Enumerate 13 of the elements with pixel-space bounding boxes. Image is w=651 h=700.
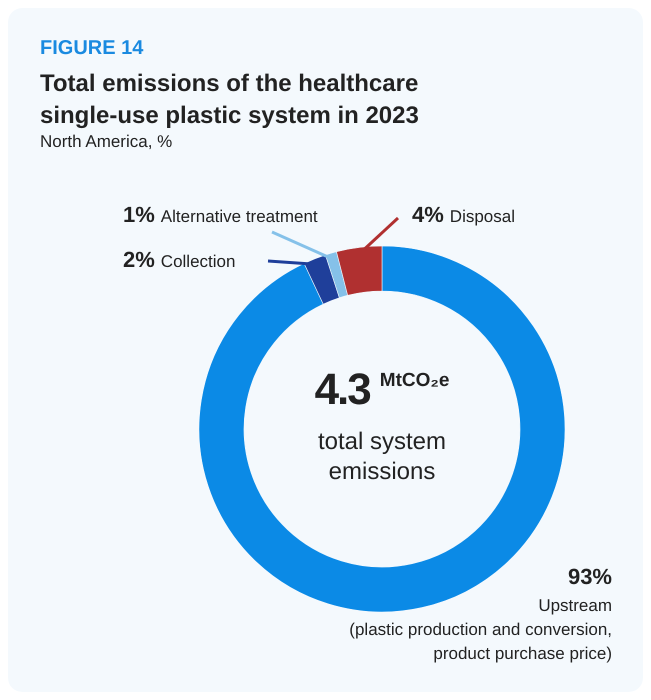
- text: total system emissions: [318, 428, 446, 485]
- chart-subtitle: North America, %: [40, 132, 172, 151]
- data-label: 1%: [123, 202, 155, 227]
- chart-title: Total emissions of the healthcare single-use plastic system in 2023: [40, 70, 419, 129]
- slice-label: Upstream (plastic production and conversion, product purchase price): [349, 596, 612, 663]
- text: 4.3 MtCO₂e: [314, 365, 450, 414]
- slice-label: Alternative treatment: [160, 207, 318, 226]
- slice-label: Disposal: [450, 207, 515, 226]
- legend-label: Collection: [160, 252, 236, 271]
- data-label: 2%: [123, 247, 155, 272]
- data-label: 4%: [412, 202, 444, 227]
- caption: FIGURE 14: [40, 37, 144, 59]
- data-label: 93%: [568, 564, 612, 589]
